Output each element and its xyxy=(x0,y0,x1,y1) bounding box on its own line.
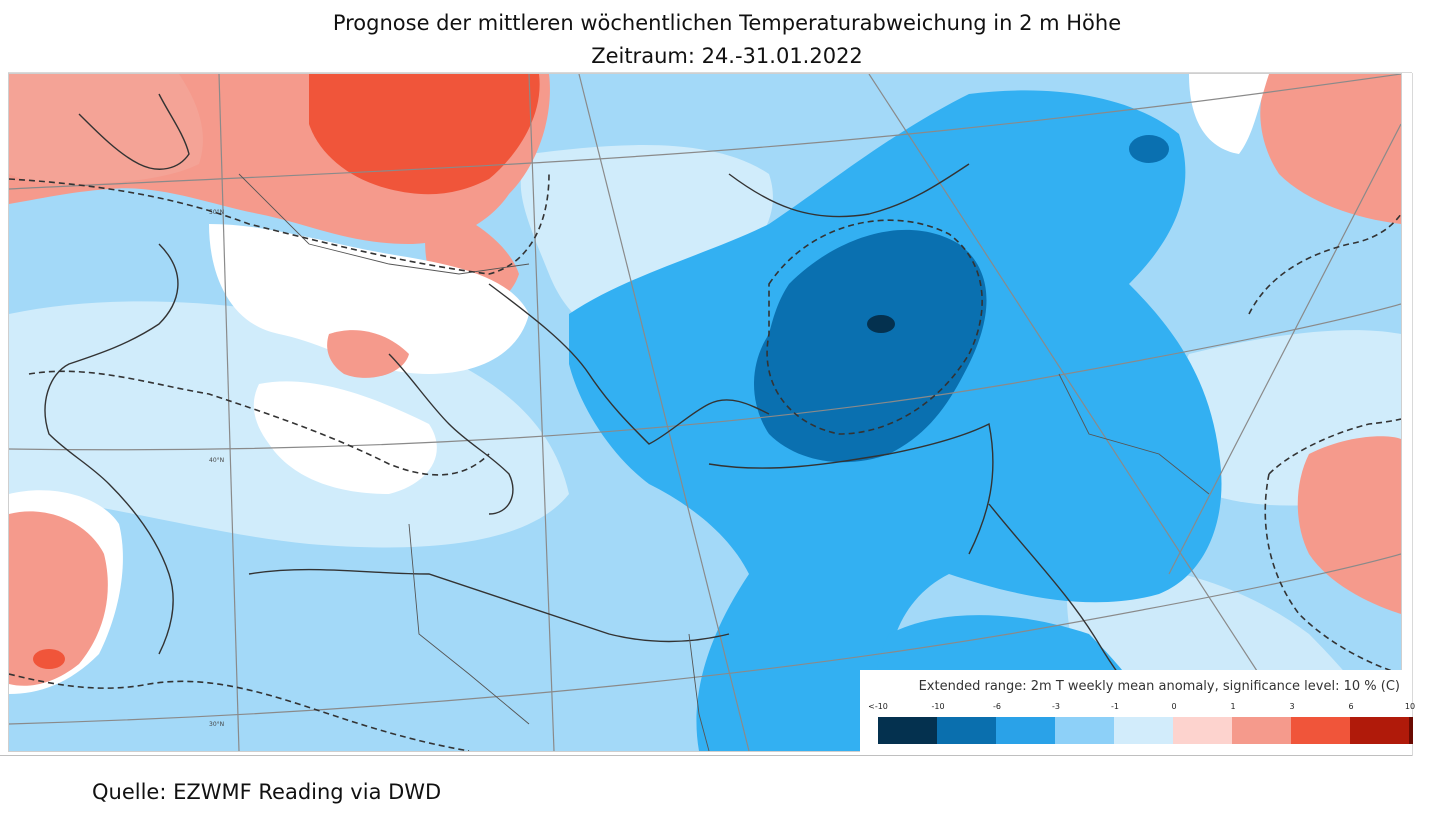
anomaly-field-warm-core-iberia xyxy=(33,649,65,669)
legend-swatch xyxy=(1055,717,1114,744)
anomaly-field-darkest-core xyxy=(867,315,895,333)
period-subtitle: Zeitraum: 24.-31.01.2022 xyxy=(591,44,863,68)
legend-swatch xyxy=(1291,717,1350,744)
frame-line-right xyxy=(1412,73,1413,756)
map-canvas: 50°N 40°N 30°N xyxy=(9,74,1401,751)
coastline-north-africa xyxy=(248,568,730,643)
meridian-line-4 xyxy=(868,74,1260,675)
frame-line-top xyxy=(8,72,1412,73)
lat-label-40: 40°N xyxy=(209,457,224,464)
source-credit: Quelle: EZWMF Reading via DWD xyxy=(92,780,442,804)
anomaly-field-neutral-tyrrhenian xyxy=(253,381,437,494)
latitude-line-50 xyxy=(9,74,1401,190)
legend-swatch xyxy=(1350,717,1409,744)
border-line-3 xyxy=(408,523,530,725)
legend-swatch xyxy=(1173,717,1232,744)
anomaly-field-warm-uk xyxy=(9,74,203,184)
anomaly-map: 50°N 40°N 30°N xyxy=(8,73,1402,752)
significance-contour-west xyxy=(28,370,490,476)
legend-title: Extended range: 2m T weekly mean anomaly… xyxy=(918,679,1400,694)
legend-swatch xyxy=(878,717,937,744)
legend-swatch xyxy=(996,717,1055,744)
meridian-line-3 xyxy=(578,74,750,751)
border-line-1 xyxy=(238,173,530,275)
legend-tick-label: -1 xyxy=(1111,702,1119,711)
legend-tick-label: 6 xyxy=(1348,702,1354,711)
coastline-france-iberia xyxy=(44,243,179,655)
legend-swatch xyxy=(1409,717,1413,744)
anomaly-field-warm-core-germany xyxy=(309,74,540,195)
significance-contour-east xyxy=(1264,418,1401,675)
latitude-line-40 xyxy=(9,303,1401,451)
legend-tick-label: -3 xyxy=(1052,702,1060,711)
significance-contour-southwest xyxy=(9,673,470,751)
meridian-line-5 xyxy=(1168,123,1401,575)
meridian-line-2 xyxy=(528,74,555,751)
border-line-2 xyxy=(1058,373,1210,495)
coastline-uk xyxy=(78,93,190,170)
legend-tick-label: 0 xyxy=(1171,702,1177,711)
legend-swatch xyxy=(937,717,996,744)
legend-tick-label: -10 xyxy=(931,702,945,711)
anomaly-field-warm-iberia xyxy=(9,511,108,686)
legend-tick-label: 10 xyxy=(1404,702,1416,711)
legend-tick-label: -6 xyxy=(993,702,1001,711)
anomaly-field-warm-italy xyxy=(327,330,409,378)
legend: Extended range: 2m T weekly mean anomaly… xyxy=(860,670,1415,752)
anomaly-field-warm-iran xyxy=(1297,436,1401,614)
significance-contour-northeast xyxy=(1248,213,1401,315)
legend-tick-label: 3 xyxy=(1289,702,1295,711)
anomaly-field-dark-blue-north xyxy=(1129,135,1169,163)
significance-contour-north xyxy=(9,173,550,275)
anomaly-field-neutral-northeast xyxy=(1189,74,1269,154)
legend-swatch xyxy=(1114,717,1173,744)
frame-line-bottom xyxy=(0,755,1412,756)
anomaly-field-warm-northeast xyxy=(1260,74,1401,224)
coastline-black-sea-north xyxy=(728,163,970,218)
chart-title: Prognose der mittleren wöchentlichen Tem… xyxy=(332,11,1122,35)
legend-swatch xyxy=(1232,717,1291,744)
legend-tick-label: 1 xyxy=(1230,702,1236,711)
lat-label-30: 30°N xyxy=(209,721,224,728)
latitude-line-30 xyxy=(9,553,1401,725)
meridian-line-1 xyxy=(218,74,240,751)
legend-tick-label: <-10 xyxy=(868,702,888,711)
coastline-turkey-levant xyxy=(708,422,994,555)
anomaly-field-neutral-alps xyxy=(209,224,529,374)
border-line-4 xyxy=(688,633,710,751)
coastline-adriatic-balkans xyxy=(488,283,770,445)
significance-contour-core xyxy=(766,219,983,435)
coastline-italy xyxy=(388,353,514,515)
anomaly-field-dark-blue xyxy=(754,229,987,463)
